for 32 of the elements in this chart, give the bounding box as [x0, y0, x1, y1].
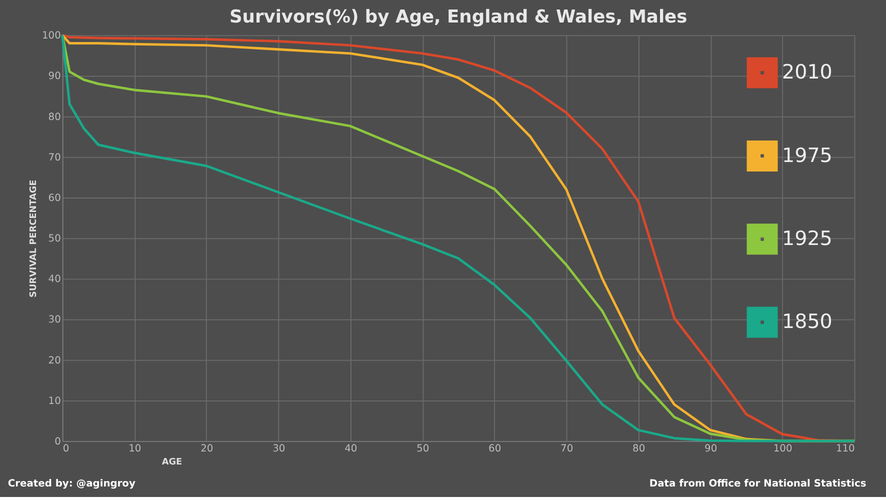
y-tick-label: 20 [48, 355, 61, 366]
legend-label: 1975 [782, 144, 832, 167]
y-tick-label: 40 [48, 274, 61, 286]
line-series [61, 34, 856, 442]
y-tick-label: 10 [48, 396, 61, 407]
x-tick-label: 30 [272, 443, 286, 454]
y-tick-label: 80 [48, 112, 61, 123]
x-tick-label: 50 [416, 443, 430, 454]
y-tick-label: 70 [48, 152, 61, 164]
x-tick-label: 60 [488, 443, 502, 454]
x-tick-label: 70 [560, 443, 574, 454]
text: Created by: @agingroy [8, 478, 136, 490]
y-tick-label: 90 [48, 71, 61, 82]
x-tick-label: 10 [128, 443, 142, 454]
x-axis-title: AGE [162, 457, 182, 468]
legend-label: 1925 [782, 227, 832, 250]
y-tick-label: 50 [48, 234, 61, 245]
x-tick-label: 110 [836, 443, 855, 454]
x-tick-label: 0 [62, 443, 70, 454]
x-tick-label: 20 [200, 443, 214, 454]
legend-label: 2010 [782, 60, 832, 84]
y-tick-label: 30 [48, 314, 61, 326]
x-tick-label: 80 [632, 443, 646, 454]
x-tick-label: 90 [704, 443, 718, 454]
text: Data from Office for National Statistics [649, 478, 866, 490]
y-tick-label: 100 [42, 30, 61, 42]
y-tick-label: 60 [48, 192, 61, 204]
y-axis-title: SURVIVAL PERCENTAGE [29, 180, 40, 298]
x-tick-label: 40 [344, 443, 358, 454]
x-tick-label: 100 [773, 443, 792, 454]
legend-label: 1850 [782, 310, 832, 334]
chart-title: Survivors(%) by Age, England & Wales, Males [229, 6, 688, 28]
